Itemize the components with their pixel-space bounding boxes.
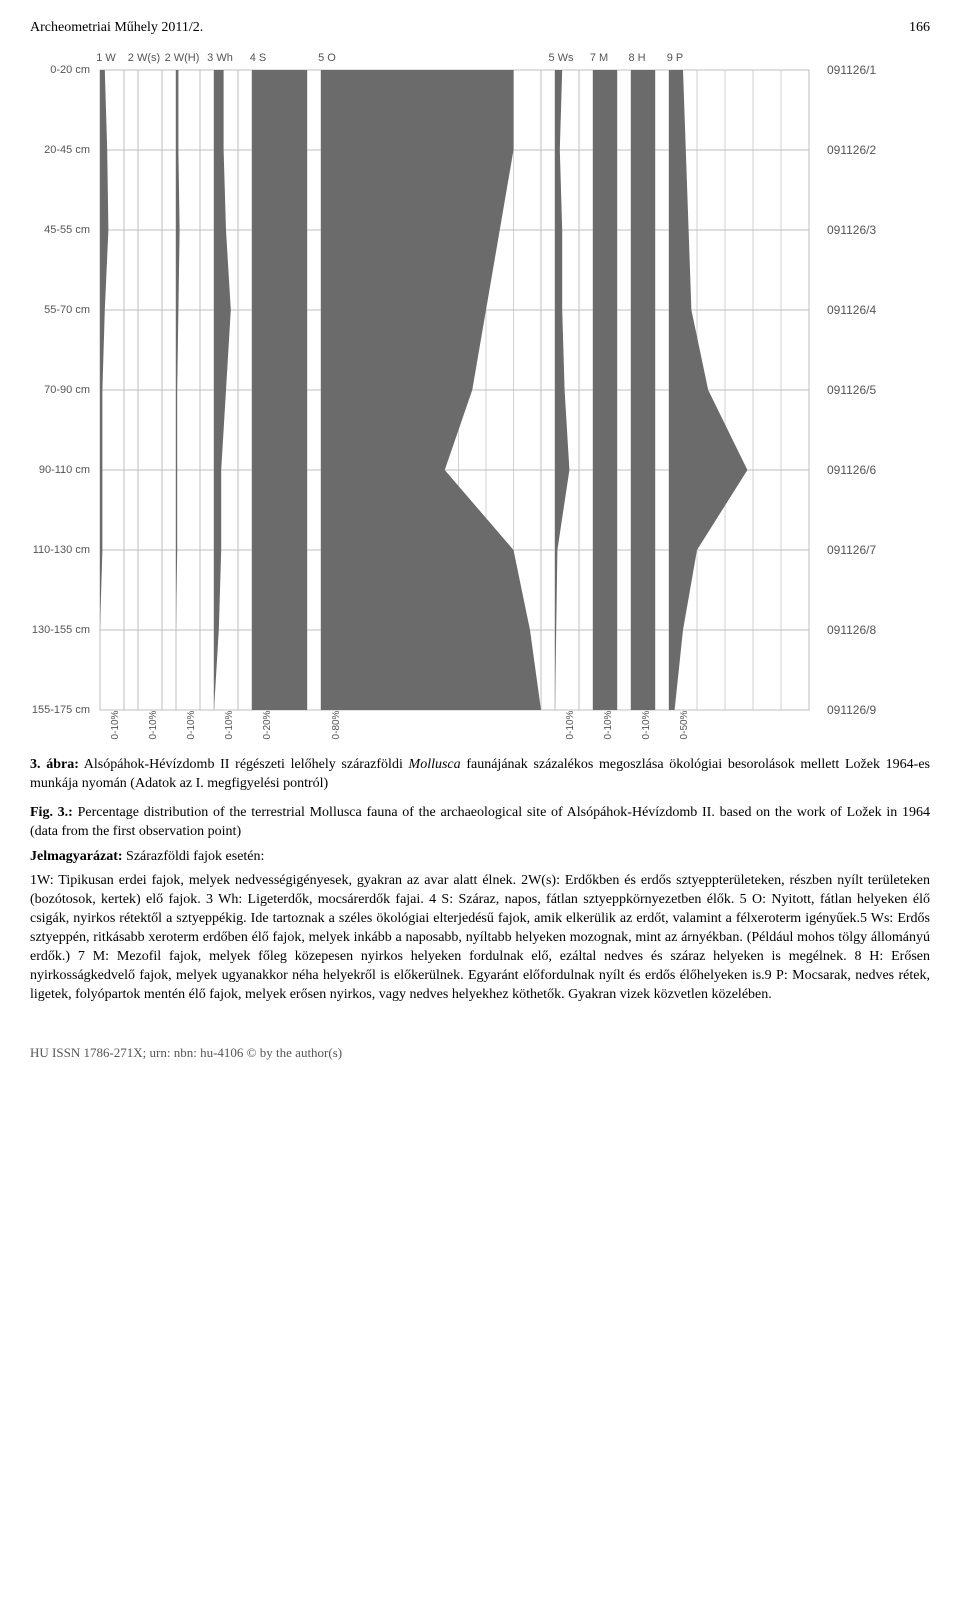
sample-id: 091126/1 — [827, 63, 876, 77]
depth-label: 45-55 cm — [30, 224, 90, 236]
stratigraphic-chart: 1 W 0-10% 2 W(s) 0-10% 2 W(H) 0-10% 3 Wh 0-10% 4… — [30, 48, 930, 738]
sample-id: 091126/8 — [827, 623, 876, 637]
sample-id: 091126/6 — [827, 463, 876, 477]
column-label: 5 O — [318, 52, 336, 64]
sample-id: 091126/7 — [827, 543, 876, 557]
depth-label: 110-130 cm — [30, 544, 90, 556]
legend-heading: Jelmagyarázat: Szárazföldi fajok esetén: — [30, 848, 930, 867]
column-label: 5 Ws — [548, 52, 573, 64]
sample-id: 091126/5 — [827, 383, 876, 397]
x-axis-tick: 0-10% — [186, 711, 197, 740]
caption-en-text: Percentage distribution of the terrestri… — [30, 805, 930, 839]
x-axis-tick: 0-50% — [679, 711, 690, 740]
column-label: 2 W(s) — [128, 52, 160, 64]
legend-title: Jelmagyarázat: — [30, 849, 123, 864]
page-header: Archeometriai Műhely 2011/2. 166 — [30, 20, 930, 36]
column-label: 1 W — [96, 52, 116, 64]
caption-en-figno: Fig. 3.: — [30, 805, 73, 820]
legend-body: 1W: Tipikusan erdei fajok, melyek nedves… — [30, 872, 930, 1004]
figure-caption-hu: 3. ábra: Alsópáhok-Hévízdomb II régészet… — [30, 756, 930, 794]
sample-id: 091126/3 — [827, 223, 876, 237]
page-footer: HU ISSN 1786-271X; urn: nbn: hu-4106 © b… — [30, 1045, 930, 1061]
caption-hu-before: Alsópáhok-Hévízdomb II régészeti lelőhel… — [79, 757, 409, 772]
column-label: 4 S — [250, 52, 267, 64]
depth-label: 55-70 cm — [30, 304, 90, 316]
depth-label: 155-175 cm — [30, 704, 90, 716]
x-axis-tick: 0-10% — [565, 711, 576, 740]
x-axis-tick: 0-10% — [641, 711, 652, 740]
x-axis-tick: 0-20% — [262, 711, 273, 740]
sample-id: 091126/2 — [827, 143, 876, 157]
x-axis-tick: 0-10% — [224, 711, 235, 740]
column-label: 2 W(H) — [165, 52, 200, 64]
x-axis-tick: 0-10% — [110, 711, 121, 740]
depth-label: 90-110 cm — [30, 464, 90, 476]
x-axis-tick: 0-10% — [603, 711, 614, 740]
column-label: 7 M — [590, 52, 608, 64]
depth-label: 70-90 cm — [30, 384, 90, 396]
depth-label: 0-20 cm — [30, 64, 90, 76]
page-number: 166 — [909, 20, 930, 36]
column-label: 8 H — [628, 52, 645, 64]
column-label: 9 P — [667, 52, 684, 64]
depth-label: 130-155 cm — [30, 624, 90, 636]
column-label: 3 Wh — [207, 52, 233, 64]
sample-id: 091126/9 — [827, 703, 876, 717]
depth-label: 20-45 cm — [30, 144, 90, 156]
legend-subtitle: Szárazföldi fajok esetén: — [123, 849, 265, 864]
caption-hu-figno: 3. ábra: — [30, 757, 79, 772]
journal-name: Archeometriai Műhely 2011/2. — [30, 20, 203, 36]
x-axis-tick: 0-80% — [331, 711, 342, 740]
sample-id: 091126/4 — [827, 303, 876, 317]
x-axis-tick: 0-10% — [148, 711, 159, 740]
caption-hu-italic: Mollusca — [409, 757, 461, 772]
figure-caption-en: Fig. 3.: Percentage distribution of the … — [30, 804, 930, 842]
